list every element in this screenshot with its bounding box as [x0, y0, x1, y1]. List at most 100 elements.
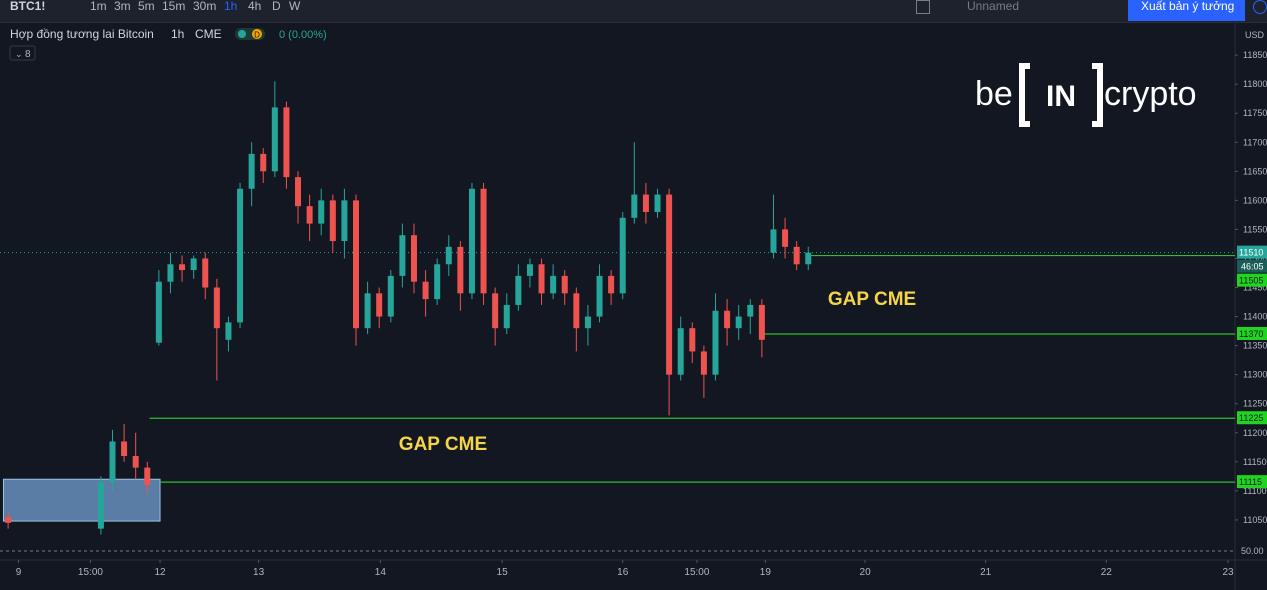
indicator-toggle[interactable] [9, 45, 36, 61]
y-tick-label: 11300 [1243, 370, 1267, 380]
legend-change: 0 (0.00%) [279, 29, 327, 41]
y-tick-label: 11800 [1243, 79, 1267, 89]
candle-body [341, 200, 348, 242]
candle-body [434, 264, 441, 300]
candle-body [515, 275, 522, 305]
candle-body [468, 188, 475, 294]
interval[interactable]: 5m [138, 0, 155, 13]
interval[interactable]: W [289, 0, 301, 13]
price-label: 11370 [1239, 329, 1263, 339]
y-tick-label: 11150 [1243, 457, 1267, 467]
y-tick-label: 11350 [1243, 341, 1267, 351]
candle-body [144, 467, 151, 486]
y-tick-label: 11450 [1243, 283, 1267, 293]
candle-body [538, 264, 545, 294]
candle-body [654, 194, 661, 212]
logo-middle: IN [1046, 80, 1076, 113]
candle-body [318, 200, 325, 224]
candle-body [237, 188, 244, 323]
candle-body [179, 264, 186, 271]
candle-body [677, 328, 684, 375]
status-dot [238, 30, 246, 38]
candle-body [121, 441, 128, 457]
annotation: GAP CME [828, 289, 916, 310]
x-tick-label: 21 [980, 567, 992, 578]
price-label: 11510 [1239, 248, 1263, 258]
publish-label[interactable]: Xuất bản ý tưởng [1141, 0, 1235, 13]
candle-body [550, 275, 557, 294]
candle-body [155, 281, 162, 343]
price-label-box [1237, 326, 1267, 340]
candle-body [260, 153, 267, 172]
interval[interactable]: D [272, 0, 281, 13]
x-tick-label: 13 [253, 567, 265, 578]
price-label: 11115 [1239, 477, 1262, 487]
logo-right: crypto [1104, 75, 1197, 113]
candle-body [782, 229, 789, 247]
x-tick-label: 15 [497, 567, 509, 578]
oscillator-label: 50.00 [1241, 546, 1264, 556]
candle-body [712, 310, 719, 375]
y-tick-label: 11550 [1243, 224, 1267, 234]
x-tick-label: 20 [860, 567, 872, 578]
icon[interactable] [916, 0, 930, 14]
candle-body [306, 206, 313, 224]
candle-body [387, 275, 394, 317]
y-tick-label: 11600 [1243, 195, 1267, 205]
publish-button[interactable]: Xuất bản ý tưởng [1128, 0, 1245, 21]
candle-body [225, 322, 232, 340]
interval[interactable]: 3m [114, 0, 131, 13]
legend-title: Hợp đồng tương lai Bitcoin [10, 27, 154, 41]
candle-body [329, 200, 336, 242]
candle-body [526, 264, 533, 276]
indicator-count: 8 [25, 49, 31, 60]
interval[interactable]: 4h [248, 0, 262, 13]
price-label-box [1237, 475, 1267, 489]
x-tick-label: 16 [617, 567, 629, 578]
x-tick-label: 22 [1101, 567, 1113, 578]
interval[interactable]: 1m [90, 0, 107, 13]
candle-body [492, 293, 499, 329]
candle-body [376, 293, 383, 317]
x-tick-label: 23 [1222, 567, 1234, 578]
candle-body [573, 293, 580, 329]
legend-exchange: CME [195, 27, 222, 41]
price-label-box [1237, 245, 1267, 259]
candle-body [689, 328, 696, 352]
interval[interactable]: 30m [193, 0, 217, 13]
price-label: 11225 [1239, 413, 1263, 423]
x-tick-label: 15:00 [684, 567, 709, 578]
interval[interactable]: 15m [162, 0, 186, 13]
icon[interactable] [1253, 0, 1267, 14]
price-label-box [1237, 273, 1267, 287]
candle-body [758, 304, 765, 340]
candle-body [283, 107, 290, 178]
toolbar: BTC1! 1m 3m 5m 15m 30m 1h 4h D W Unnamed Xuất bả… [0, 0, 1267, 23]
y-tick-label: 11400 [1243, 312, 1267, 322]
candle-body [631, 194, 638, 218]
candle-body [503, 304, 510, 329]
countdown: 46:05 [1241, 262, 1264, 272]
interval[interactable]: 1h [224, 0, 238, 13]
y-tick-label: 11050 [1243, 515, 1267, 525]
candle-body [202, 258, 209, 288]
symbol[interactable]: BTC1! [10, 0, 46, 13]
candle-body [700, 351, 707, 375]
candle-body [666, 194, 673, 375]
x-tick-label: 15:00 [78, 567, 103, 578]
logo-bracket [1019, 63, 1103, 127]
y-tick-label: 11100 [1243, 486, 1267, 496]
price-label: 11505 [1239, 276, 1263, 286]
y-tick-label: 11200 [1243, 428, 1267, 438]
candle-body [353, 200, 360, 329]
y-tick-label: 11650 [1243, 166, 1267, 176]
badge [252, 29, 262, 39]
y-tick-label: 11850 [1243, 50, 1267, 60]
y-tick-label: 11700 [1243, 137, 1267, 147]
candle-body [735, 316, 742, 329]
currency: USD [1245, 30, 1265, 40]
candle-body [422, 281, 429, 300]
layout-name[interactable]: Unnamed [967, 0, 1020, 13]
candle-body [167, 264, 174, 282]
